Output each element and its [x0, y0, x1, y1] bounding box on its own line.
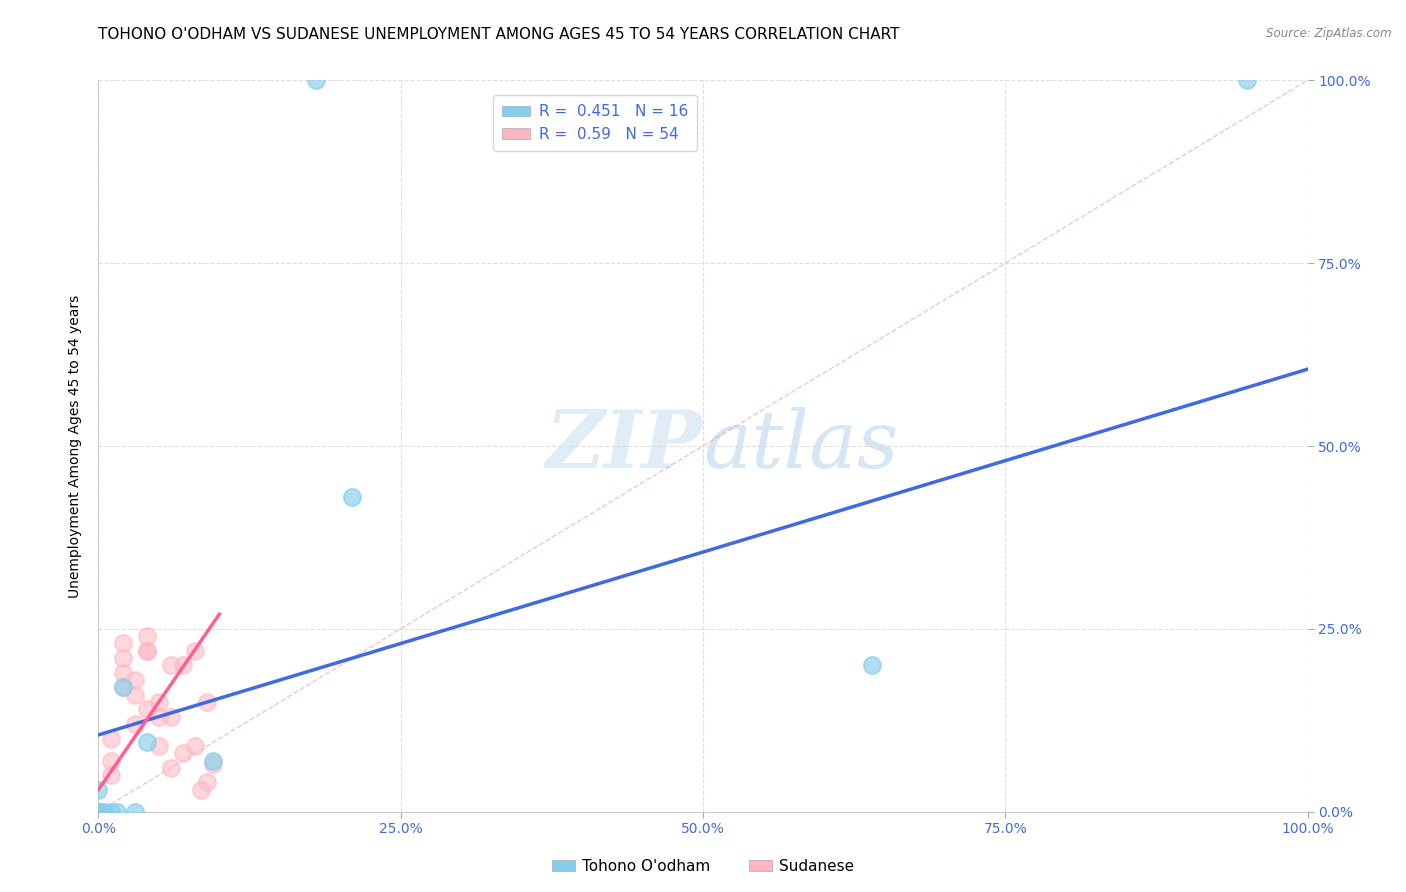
- Point: [87, 805, 110, 819]
- Point: [87, 805, 110, 819]
- Point: [87, 805, 110, 819]
- Point: [87, 805, 110, 819]
- Point: [87, 805, 110, 819]
- Point: [100, 731, 122, 746]
- Point: [111, 636, 134, 650]
- Point: [124, 688, 146, 702]
- Point: [87, 805, 110, 819]
- Point: [305, 73, 328, 87]
- Point: [87, 805, 110, 819]
- Point: [87, 805, 110, 819]
- Point: [148, 695, 170, 709]
- Text: atlas: atlas: [703, 408, 898, 484]
- Point: [87, 805, 110, 819]
- Point: [160, 709, 183, 723]
- Point: [190, 782, 212, 797]
- Point: [172, 658, 194, 673]
- Point: [87, 805, 110, 819]
- Text: Source: ZipAtlas.com: Source: ZipAtlas.com: [1267, 27, 1392, 40]
- Point: [135, 644, 157, 658]
- Point: [111, 681, 134, 695]
- Point: [87, 805, 110, 819]
- Point: [105, 805, 128, 819]
- Point: [87, 805, 110, 819]
- Text: TOHONO O'ODHAM VS SUDANESE UNEMPLOYMENT AMONG AGES 45 TO 54 YEARS CORRELATION CH: TOHONO O'ODHAM VS SUDANESE UNEMPLOYMENT …: [98, 27, 900, 42]
- Point: [148, 739, 170, 753]
- Point: [160, 761, 183, 775]
- Y-axis label: Unemployment Among Ages 45 to 54 years: Unemployment Among Ages 45 to 54 years: [69, 294, 83, 598]
- Point: [87, 805, 110, 819]
- Point: [87, 805, 110, 819]
- Point: [342, 490, 364, 504]
- Point: [184, 739, 207, 753]
- Point: [87, 805, 110, 819]
- Point: [87, 805, 110, 819]
- Point: [87, 805, 110, 819]
- Point: [87, 805, 110, 819]
- Point: [135, 702, 157, 716]
- Point: [135, 629, 157, 643]
- Point: [111, 651, 134, 665]
- Point: [87, 805, 110, 819]
- Point: [184, 644, 207, 658]
- Point: [124, 717, 146, 731]
- Legend: Tohono O'odham, Sudanese: Tohono O'odham, Sudanese: [546, 853, 860, 880]
- Point: [100, 754, 122, 768]
- Point: [87, 805, 110, 819]
- Point: [87, 805, 110, 819]
- Point: [148, 709, 170, 723]
- Point: [87, 805, 110, 819]
- Point: [160, 658, 183, 673]
- Point: [87, 805, 110, 819]
- Point: [195, 695, 218, 709]
- Point: [87, 805, 110, 819]
- Point: [124, 805, 146, 819]
- Point: [87, 805, 110, 819]
- Point: [87, 805, 110, 819]
- Point: [1236, 73, 1258, 87]
- Point: [111, 681, 134, 695]
- Point: [87, 805, 110, 819]
- Point: [860, 658, 883, 673]
- Point: [87, 782, 110, 797]
- Point: [93, 805, 115, 819]
- Point: [202, 757, 225, 772]
- Point: [202, 754, 225, 768]
- Text: ZIP: ZIP: [546, 408, 703, 484]
- Point: [124, 673, 146, 687]
- Point: [100, 768, 122, 782]
- Point: [135, 735, 157, 749]
- Legend: R =  0.451   N = 16, R =  0.59   N = 54: R = 0.451 N = 16, R = 0.59 N = 54: [494, 95, 697, 152]
- Point: [135, 644, 157, 658]
- Point: [195, 775, 218, 789]
- Point: [111, 665, 134, 680]
- Point: [100, 805, 122, 819]
- Point: [87, 805, 110, 819]
- Point: [87, 805, 110, 819]
- Point: [87, 805, 110, 819]
- Point: [172, 746, 194, 760]
